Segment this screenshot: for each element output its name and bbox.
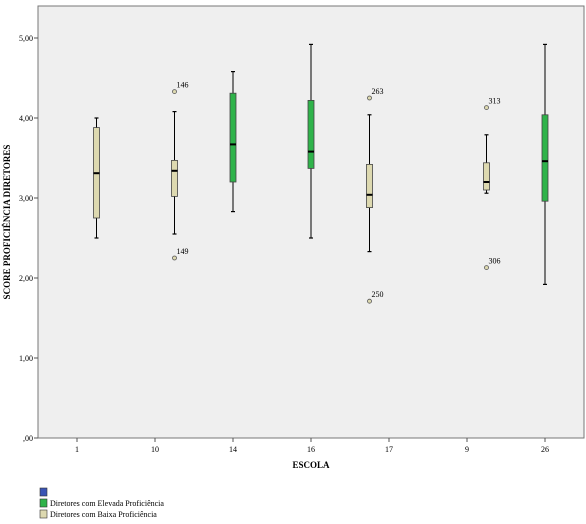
outlier-point xyxy=(367,298,372,304)
box-iqr xyxy=(483,162,490,191)
box-1 xyxy=(93,117,100,239)
outlier-label: 313 xyxy=(489,97,501,106)
x-axis-title: ESCOLA xyxy=(292,460,330,470)
y-tick-label: ,00 xyxy=(23,434,33,443)
legend-label: Diretores com Elevada Proficiência xyxy=(50,499,164,508)
box-9: 313 306 xyxy=(483,97,501,271)
box-iqr xyxy=(366,163,373,208)
box-17: 263 250 xyxy=(366,87,384,304)
box-10: 146 149 xyxy=(171,81,189,261)
y-axis: ,00 1,00 2,00 3,00 4,00 5,00 xyxy=(19,34,38,443)
y-tick-label: 3,00 xyxy=(19,194,33,203)
box-14 xyxy=(229,70,237,213)
box-iqr xyxy=(307,100,315,169)
outlier-label: 306 xyxy=(489,257,501,266)
legend: Diretores com Elevada Proficiência Direto… xyxy=(39,487,164,519)
x-tick-label: 9 xyxy=(465,445,469,454)
outlier-point xyxy=(367,95,372,101)
x-tick-label: 1 xyxy=(75,445,79,454)
x-tick-label: 16 xyxy=(307,445,315,454)
legend-label: Diretores com Baixa Proficiência xyxy=(50,510,157,519)
box-iqr xyxy=(171,159,178,197)
outlier-point xyxy=(484,265,489,271)
y-tick-label: 1,00 xyxy=(19,354,33,363)
y-tick-label: 4,00 xyxy=(19,114,33,123)
box-26 xyxy=(541,43,549,285)
outlier-point xyxy=(172,255,177,261)
y-axis-title: SCORE PROFICIÊNCIA DIRETORES xyxy=(2,145,12,300)
box-16 xyxy=(307,43,315,239)
outlier-label: 149 xyxy=(177,247,189,256)
outlier-point xyxy=(172,89,177,94)
legend-swatch xyxy=(39,509,48,519)
x-tick-label: 17 xyxy=(385,445,393,454)
x-tick-label: 14 xyxy=(229,445,237,454)
y-tick-label: 5,00 xyxy=(19,34,33,43)
outlier-point xyxy=(484,105,489,110)
box-iqr xyxy=(229,92,237,183)
legend-swatch xyxy=(39,498,48,508)
outlier-label: 250 xyxy=(372,290,384,299)
outlier-label: 263 xyxy=(372,87,384,96)
x-tick-label: 10 xyxy=(151,445,159,454)
boxes-layer: 146 149 263 250 313 306 xyxy=(93,43,549,304)
legend-swatch xyxy=(39,487,48,497)
x-axis: 1 10 14 16 17 9 26 xyxy=(75,438,549,454)
outlier-label: 146 xyxy=(177,81,189,90)
y-tick-label: 2,00 xyxy=(19,274,33,283)
box-iqr xyxy=(541,114,549,202)
x-tick-label: 26 xyxy=(541,445,549,454)
